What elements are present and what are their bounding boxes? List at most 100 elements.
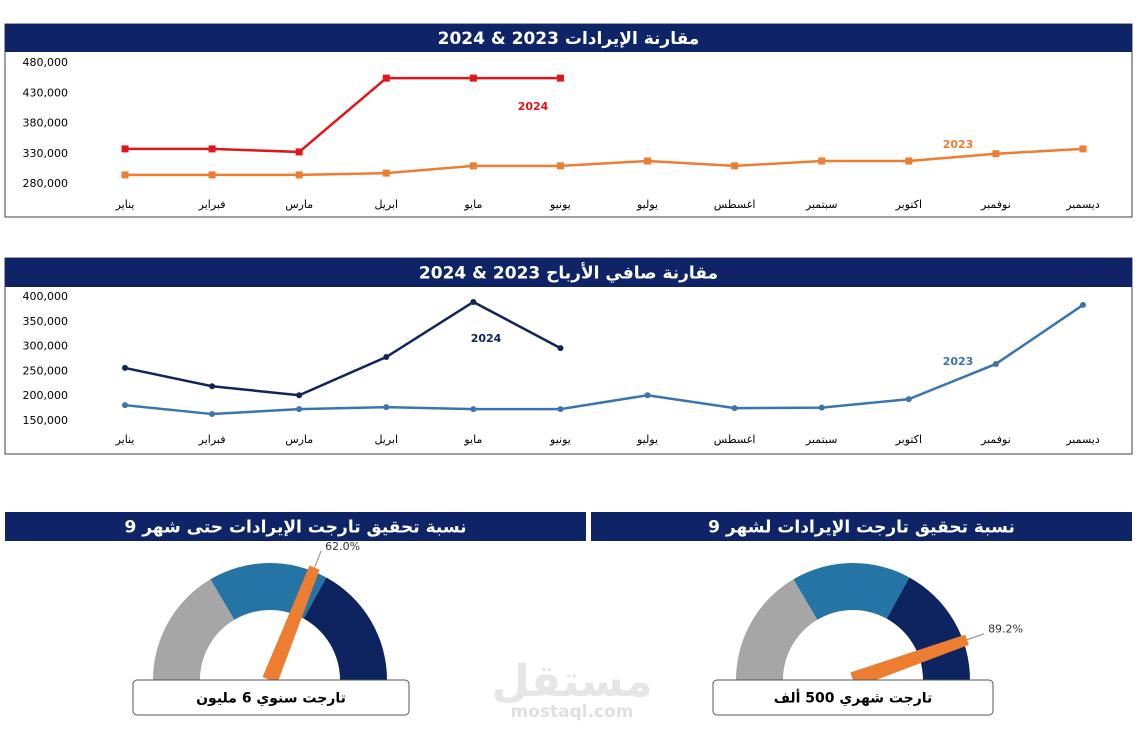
gauge-title: نسبة تحقيق تارجت الإيرادات لشهر 9 xyxy=(708,518,1015,538)
y-tick-label: 480,000 xyxy=(23,56,69,69)
x-tick-label: فبراير xyxy=(198,198,226,211)
x-tick-label: نوفمبر xyxy=(980,433,1011,446)
marker xyxy=(469,162,477,170)
x-tick-label: ابريل xyxy=(374,433,398,446)
marker xyxy=(731,405,738,412)
legend-label: 2023 xyxy=(943,138,974,151)
x-tick-label: ابريل xyxy=(374,198,398,211)
x-tick-label: اكتوبر xyxy=(895,433,922,446)
series-line xyxy=(124,300,562,397)
y-tick-label: 380,000 xyxy=(23,117,69,130)
marker xyxy=(208,145,216,153)
gauge-value-label: 89.2% xyxy=(988,623,1023,636)
series-line xyxy=(125,76,561,154)
series-line xyxy=(124,303,1084,416)
gauge-header xyxy=(591,512,1132,541)
gauge-band xyxy=(153,579,235,680)
y-tick-label: 430,000 xyxy=(23,86,69,99)
x-tick-label: مارس xyxy=(285,433,313,446)
legend-label: 2023 xyxy=(943,355,974,368)
y-tick-label: 250,000 xyxy=(23,364,69,377)
x-tick-label: يوليو xyxy=(636,433,658,446)
marker xyxy=(556,74,564,82)
x-tick-label: يناير xyxy=(115,433,135,446)
x-tick-label: اغسطس xyxy=(714,433,756,446)
x-tick-label: مارس xyxy=(285,198,313,211)
legend-label: 2024 xyxy=(518,100,549,113)
chart-title: مقارنة صافي الأرباح 2023 & 2024 xyxy=(419,263,718,284)
series-line xyxy=(125,147,1084,177)
marker xyxy=(296,392,303,399)
marker xyxy=(383,404,390,411)
marker xyxy=(209,411,216,418)
marker xyxy=(470,406,477,413)
marker xyxy=(470,298,477,305)
marker xyxy=(296,406,303,413)
marker xyxy=(382,169,390,177)
x-tick-label: سبتمبر xyxy=(805,433,838,446)
marker xyxy=(818,404,825,411)
chart-title: مقارنة الإيرادات 2023 & 2024 xyxy=(438,29,700,49)
x-tick-label: اغسطس xyxy=(714,198,756,211)
x-tick-label: يناير xyxy=(115,198,135,211)
target-label: تارجت سنوي 6 مليون xyxy=(196,691,346,708)
marker xyxy=(122,402,128,409)
chart-header xyxy=(5,24,1132,52)
marker xyxy=(295,148,303,156)
y-tick-label: 280,000 xyxy=(23,177,69,190)
chart-header xyxy=(5,258,1132,287)
gauge-band xyxy=(793,563,910,620)
leader-line xyxy=(314,550,322,568)
y-tick-label: 300,000 xyxy=(23,340,69,353)
x-tick-label: سبتمبر xyxy=(805,198,838,211)
marker xyxy=(731,162,739,170)
x-tick-label: يوليو xyxy=(636,198,658,211)
marker xyxy=(905,157,913,165)
x-tick-label: اكتوبر xyxy=(895,198,922,211)
marker xyxy=(992,360,999,367)
legend-label: 2024 xyxy=(471,332,502,345)
marker xyxy=(992,150,1000,158)
y-tick-label: 350,000 xyxy=(23,315,69,328)
marker xyxy=(383,354,390,361)
gauge-title: نسبة تحقيق تارجت الإيرادات حتى شهر 9 xyxy=(124,518,466,538)
gauge-band xyxy=(303,577,387,680)
marker xyxy=(1079,145,1087,153)
x-tick-label: يونيو xyxy=(549,198,571,211)
target-label: تارجت شهري 500 ألف xyxy=(774,689,933,708)
marker xyxy=(121,145,129,153)
x-tick-label: مايو xyxy=(463,433,482,446)
x-tick-label: فبراير xyxy=(198,433,226,446)
marker xyxy=(1080,301,1086,308)
watermark-logo: مستقل xyxy=(492,656,653,707)
marker xyxy=(121,171,129,179)
y-tick-label: 200,000 xyxy=(23,389,69,402)
x-tick-label: مايو xyxy=(463,198,482,211)
x-tick-label: ديسمبر xyxy=(1065,433,1100,446)
x-tick-label: يونيو xyxy=(549,433,571,446)
marker xyxy=(556,162,564,170)
marker xyxy=(382,74,390,82)
gauge-header xyxy=(5,512,586,541)
gauge-value-label: 62.0% xyxy=(325,540,360,553)
x-tick-label: ديسمبر xyxy=(1065,198,1100,211)
x-tick-label: نوفمبر xyxy=(980,198,1011,211)
chart-frame xyxy=(4,257,1133,455)
watermark-site: mostaql.com xyxy=(510,702,633,722)
target-box xyxy=(712,679,994,716)
marker xyxy=(122,364,128,371)
marker xyxy=(905,396,912,403)
marker xyxy=(469,74,477,82)
marker xyxy=(644,157,652,165)
gauge-band xyxy=(886,577,970,680)
leader-line xyxy=(966,633,985,641)
gauge-band xyxy=(736,579,818,680)
gauge-needle xyxy=(850,634,969,688)
marker xyxy=(209,383,216,390)
marker xyxy=(295,171,303,179)
y-tick-label: 150,000 xyxy=(23,414,69,427)
marker xyxy=(644,392,651,399)
marker xyxy=(208,171,216,179)
